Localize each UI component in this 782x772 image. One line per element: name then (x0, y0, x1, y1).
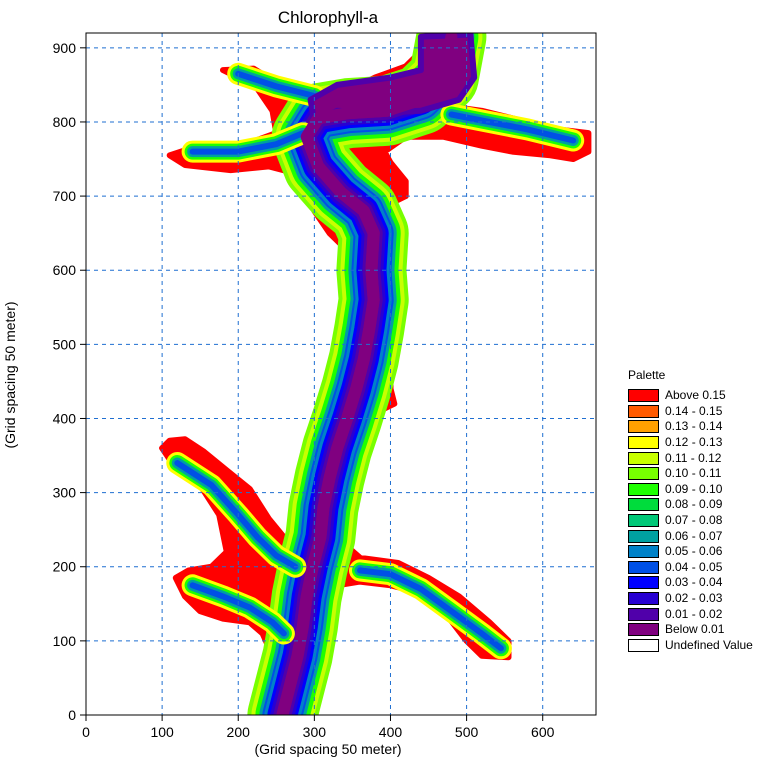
y-tick-label: 400 (53, 410, 77, 426)
map-title: Chlorophyll-a (278, 8, 379, 27)
palette-legend: Palette Above 0.15 0.14 - 0.15 0.13 - 0.14… (628, 368, 782, 653)
palette-label: 0.03 - 0.04 (665, 575, 723, 590)
x-tick-label: 300 (303, 724, 327, 740)
arm-band (357, 567, 504, 652)
palette-swatch (628, 607, 659, 621)
y-axis: 0 100 200 300 400 500 600 700 800 900 (53, 40, 86, 723)
palette-swatch (628, 592, 659, 606)
palette-entry: 0.05 - 0.06 (628, 544, 782, 560)
palette-swatch (628, 576, 659, 590)
palette-entry: 0.08 - 0.09 (628, 497, 782, 513)
palette-entry: 0.10 - 0.11 (628, 466, 782, 482)
palette-label: 0.04 - 0.05 (665, 559, 723, 574)
water-body (159, 33, 592, 715)
palette-entry: Undefined Value (628, 638, 782, 654)
palette-swatch (628, 623, 659, 637)
palette-label: 0.05 - 0.06 (665, 544, 723, 559)
palette-swatch (628, 482, 659, 496)
arm-band (235, 70, 318, 99)
palette-label: 0.12 - 0.13 (665, 435, 723, 450)
palette-label: 0.01 - 0.02 (665, 606, 723, 621)
x-axis-title: (Grid spacing 50 meter) (254, 741, 401, 757)
x-tick-label: 500 (455, 724, 479, 740)
palette-entry: 0.13 - 0.14 (628, 419, 782, 435)
palette-swatch (628, 389, 659, 403)
palette-label: 0.09 - 0.10 (665, 481, 723, 496)
y-tick-label: 300 (53, 485, 77, 501)
y-tick-label: 800 (53, 114, 77, 130)
palette-label: 0.10 - 0.11 (665, 466, 722, 481)
palette-label: 0.02 - 0.03 (665, 591, 723, 606)
palette-label: 0.13 - 0.14 (665, 419, 723, 434)
palette-entry: 0.14 - 0.15 (628, 404, 782, 420)
palette-entry: 0.03 - 0.04 (628, 575, 782, 591)
palette-swatch (628, 451, 659, 465)
palette-label: Above 0.15 (665, 388, 726, 403)
palette-swatch (628, 467, 659, 481)
arm-band (174, 460, 299, 570)
y-tick-label: 100 (53, 633, 77, 649)
palette-entry: 0.06 - 0.07 (628, 528, 782, 544)
x-tick-label: 600 (531, 724, 555, 740)
palette-entry: 0.09 - 0.10 (628, 482, 782, 498)
palette-label: 0.11 - 0.12 (665, 450, 722, 465)
palette-entry: 0.07 - 0.08 (628, 513, 782, 529)
palette-swatch (628, 436, 659, 450)
grid-lines (86, 33, 596, 715)
palette-title: Palette (628, 368, 666, 382)
palette-swatch (628, 638, 659, 652)
palette-entry: 0.02 - 0.03 (628, 591, 782, 607)
palette-entry: 0.12 - 0.13 (628, 435, 782, 451)
palette-label: 0.07 - 0.08 (665, 513, 723, 528)
palette-swatch (628, 529, 659, 543)
palette-entry: Above 0.15 (628, 388, 782, 404)
palette-entry: 0.01 - 0.02 (628, 606, 782, 622)
channel-core (276, 33, 458, 715)
y-tick-label: 600 (53, 262, 77, 278)
y-tick-label: 500 (53, 336, 77, 352)
x-tick-label: 400 (379, 724, 403, 740)
palette-label: Below 0.01 (665, 622, 725, 637)
y-tick-label: 0 (68, 707, 76, 723)
y-axis-title: (Grid spacing 50 meter) (2, 301, 18, 448)
arm-band (189, 130, 306, 155)
y-tick-label: 200 (53, 559, 77, 575)
palette-swatch (628, 560, 659, 574)
x-tick-label: 100 (150, 724, 174, 740)
plot-frame (85, 32, 597, 716)
palette-swatch (628, 514, 659, 528)
palette-entry: 0.11 - 0.12 (628, 450, 782, 466)
palette-swatch (628, 545, 659, 559)
palette-label: Undefined Value (665, 637, 753, 652)
y-tick-label: 900 (53, 40, 77, 56)
palette-label: 0.14 - 0.15 (665, 403, 723, 418)
palette-swatch (628, 404, 659, 418)
x-tick-label: 200 (227, 724, 251, 740)
arm-band (189, 582, 287, 637)
palette-swatch (628, 498, 659, 512)
x-axis: 0 100 200 300 400 500 600 (82, 715, 555, 740)
arm-band (448, 111, 577, 144)
palette-entry: Below 0.01 (628, 622, 782, 638)
palette-label: 0.06 - 0.07 (665, 528, 723, 543)
x-tick-label: 0 (82, 724, 90, 740)
palette-entry: 0.04 - 0.05 (628, 560, 782, 576)
palette-swatch (628, 420, 659, 434)
palette-label: 0.08 - 0.09 (665, 497, 723, 512)
y-tick-label: 700 (53, 188, 77, 204)
